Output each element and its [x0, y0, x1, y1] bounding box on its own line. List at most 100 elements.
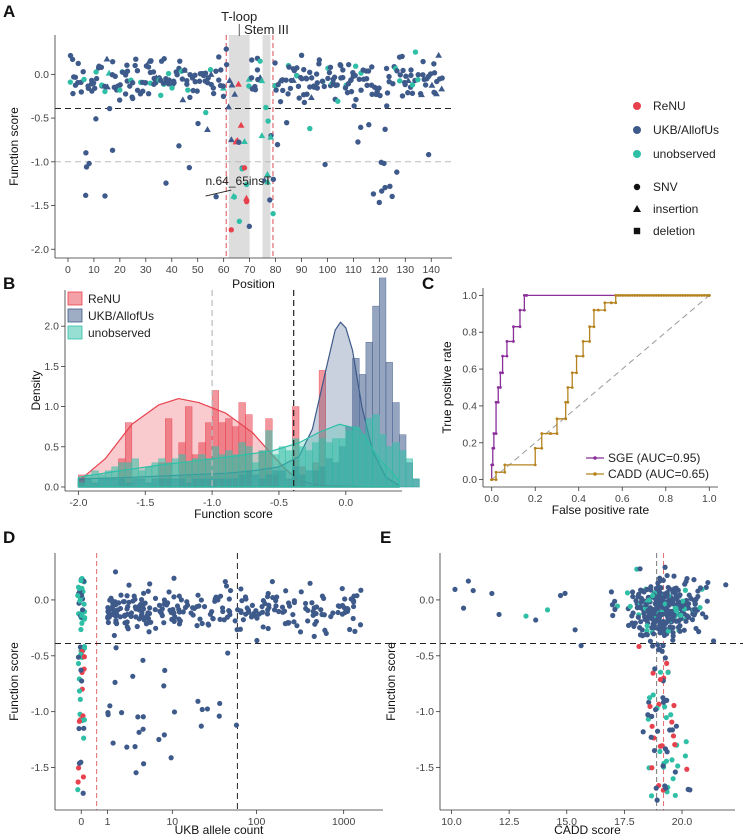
data-point [140, 714, 146, 720]
data-point [680, 598, 686, 604]
data-point [356, 76, 362, 83]
data-point [217, 616, 223, 623]
data-point [110, 740, 116, 746]
data-point [132, 744, 138, 750]
data-point [650, 692, 656, 698]
roc-point [501, 354, 504, 358]
roc-point [540, 446, 544, 450]
data-point [203, 109, 209, 116]
legend-label-sge: SGE (AUC=0.95) [608, 451, 700, 465]
data-point [109, 147, 116, 153]
e-ytick-label: 0.0 [419, 594, 434, 606]
data-point [78, 626, 84, 633]
roc-point [494, 470, 498, 474]
data-point [281, 608, 288, 614]
panel-label-b: B [3, 274, 15, 293]
data-point [452, 586, 458, 592]
panel-b-density-histogram: 0.0 0.5 1.0 1.5 2.0 -2.0 -1.5 -1.0 -0.5 0.0 Functi… [29, 277, 420, 521]
a-xtick-label: 20 [114, 264, 126, 276]
data-point [369, 64, 375, 70]
data-point [270, 176, 277, 183]
data-point [662, 704, 668, 710]
data-point [79, 678, 85, 684]
roc-point [674, 293, 677, 297]
c-xtick-label: 0.8 [658, 493, 673, 505]
data-point-triangle [235, 80, 242, 87]
data-point [640, 729, 646, 735]
data-point [675, 624, 682, 630]
data-point [124, 62, 130, 68]
data-point [650, 670, 656, 676]
data-point [422, 82, 429, 88]
roc-point [496, 386, 500, 389]
data-point [105, 604, 111, 611]
highlight-region-0 [228, 35, 250, 258]
data-point [171, 594, 177, 600]
data-point [142, 80, 148, 86]
data-point [630, 593, 636, 600]
data-point [78, 667, 84, 673]
data-point [683, 618, 689, 624]
data-point-triangle [243, 194, 250, 201]
data-point [669, 611, 675, 617]
legend-label-circle: SNV [653, 180, 678, 194]
data-point [233, 722, 240, 728]
data-point [184, 599, 190, 605]
data-point [311, 605, 317, 611]
data-point [122, 91, 129, 97]
data-point [106, 105, 113, 112]
data-point [384, 90, 391, 96]
data-point [364, 82, 370, 89]
data-point [216, 77, 222, 83]
data-point [196, 78, 203, 84]
panel-c-roc-curves: 0.0 0.2 0.4 0.6 0.8 1.0 0.0 0.2 0.4 0.6 0.8 1.0 Fals… [440, 288, 718, 517]
data-point [81, 725, 87, 731]
data-point [223, 583, 230, 589]
c-xtick-label: 0.4 [571, 493, 586, 505]
roc-point [676, 293, 680, 297]
data-point [244, 605, 250, 611]
data-point [665, 628, 671, 634]
data-point [321, 83, 327, 90]
c-ytick-label: 0.8 [462, 327, 477, 339]
data-point [409, 82, 416, 88]
data-point-triangle [207, 70, 215, 77]
data-point [650, 631, 657, 637]
data-point [386, 73, 392, 80]
data-point [347, 626, 353, 633]
roc-point [496, 400, 500, 404]
data-point [177, 58, 183, 64]
data-point [126, 582, 132, 588]
data-point [637, 566, 643, 572]
data-point [689, 617, 696, 623]
data-point [140, 726, 146, 732]
data-point [219, 605, 226, 611]
data-point [249, 602, 255, 608]
data-point [667, 624, 673, 630]
data-point [225, 650, 231, 656]
data-point [649, 723, 655, 729]
data-point [117, 87, 123, 93]
data-point [90, 80, 97, 86]
roc-point [657, 293, 661, 297]
data-point [350, 615, 356, 622]
data-point [76, 725, 82, 732]
data-point [307, 69, 313, 75]
roc-point [525, 293, 528, 297]
data-point [81, 654, 87, 660]
data-point [186, 164, 193, 171]
data-point [643, 602, 649, 608]
data-point [668, 712, 674, 718]
data-point [236, 218, 243, 225]
data-point [348, 88, 355, 95]
data-point-triangle [308, 94, 315, 100]
data-point [179, 76, 186, 82]
data-point [157, 608, 163, 614]
data-point [190, 612, 196, 618]
data-point [684, 766, 690, 772]
data-point [254, 637, 260, 644]
data-point [415, 76, 421, 83]
data-point [658, 623, 665, 629]
data-point [667, 727, 673, 733]
data-point [371, 84, 378, 90]
